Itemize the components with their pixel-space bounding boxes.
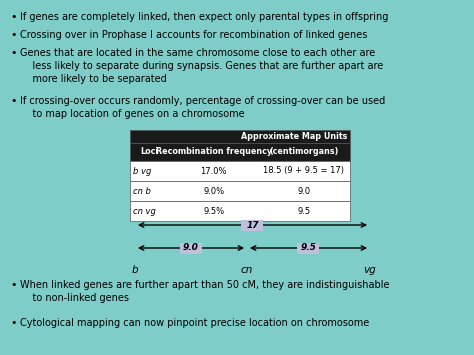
Text: cn b: cn b (133, 186, 151, 196)
Text: Cytological mapping can now pinpoint precise location on chromosome: Cytological mapping can now pinpoint pre… (20, 318, 369, 328)
Text: Loci: Loci (141, 147, 159, 157)
Text: 18.5 (9 + 9.5 = 17): 18.5 (9 + 9.5 = 17) (263, 166, 344, 175)
Bar (130, 143, 350, 161)
Text: •: • (10, 318, 17, 328)
Text: Recombination frequency: Recombination frequency (155, 147, 272, 157)
Text: •: • (10, 12, 17, 22)
Bar (241, 219, 264, 230)
Bar (130, 181, 350, 201)
Text: 17: 17 (246, 220, 259, 229)
Text: •: • (10, 96, 17, 106)
Text: b: b (132, 265, 138, 275)
Text: •: • (10, 48, 17, 58)
Text: Approximate Map Units: Approximate Map Units (241, 132, 347, 141)
Text: •: • (10, 280, 17, 290)
Text: (centimorgans): (centimorgans) (269, 147, 338, 157)
Bar (130, 130, 350, 143)
Text: cn: cn (241, 265, 253, 275)
Bar (180, 242, 202, 253)
Text: If crossing-over occurs randomly, percentage of crossing-over can be used
    to: If crossing-over occurs randomly, percen… (20, 96, 385, 119)
Text: 9.0%: 9.0% (203, 186, 224, 196)
Text: 9.5: 9.5 (297, 207, 310, 215)
Text: 9.5%: 9.5% (203, 207, 224, 215)
Text: 9.5: 9.5 (301, 244, 317, 252)
Text: Crossing over in Prophase I accounts for recombination of linked genes: Crossing over in Prophase I accounts for… (20, 30, 367, 40)
Text: cn vg: cn vg (133, 207, 156, 215)
Text: 9.0: 9.0 (183, 244, 199, 252)
Text: b vg: b vg (133, 166, 151, 175)
Text: •: • (10, 30, 17, 40)
Text: 17.0%: 17.0% (201, 166, 227, 175)
Text: Genes that are located in the same chromosome close to each other are
    less l: Genes that are located in the same chrom… (20, 48, 383, 84)
Bar (298, 242, 319, 253)
Text: vg: vg (364, 265, 376, 275)
Bar (130, 201, 350, 221)
Text: 9.0: 9.0 (297, 186, 310, 196)
Text: When linked genes are further apart than 50 cM, they are indistinguishable
    t: When linked genes are further apart than… (20, 280, 390, 303)
Text: If genes are completely linked, then expect only parental types in offspring: If genes are completely linked, then exp… (20, 12, 388, 22)
Bar (130, 161, 350, 181)
